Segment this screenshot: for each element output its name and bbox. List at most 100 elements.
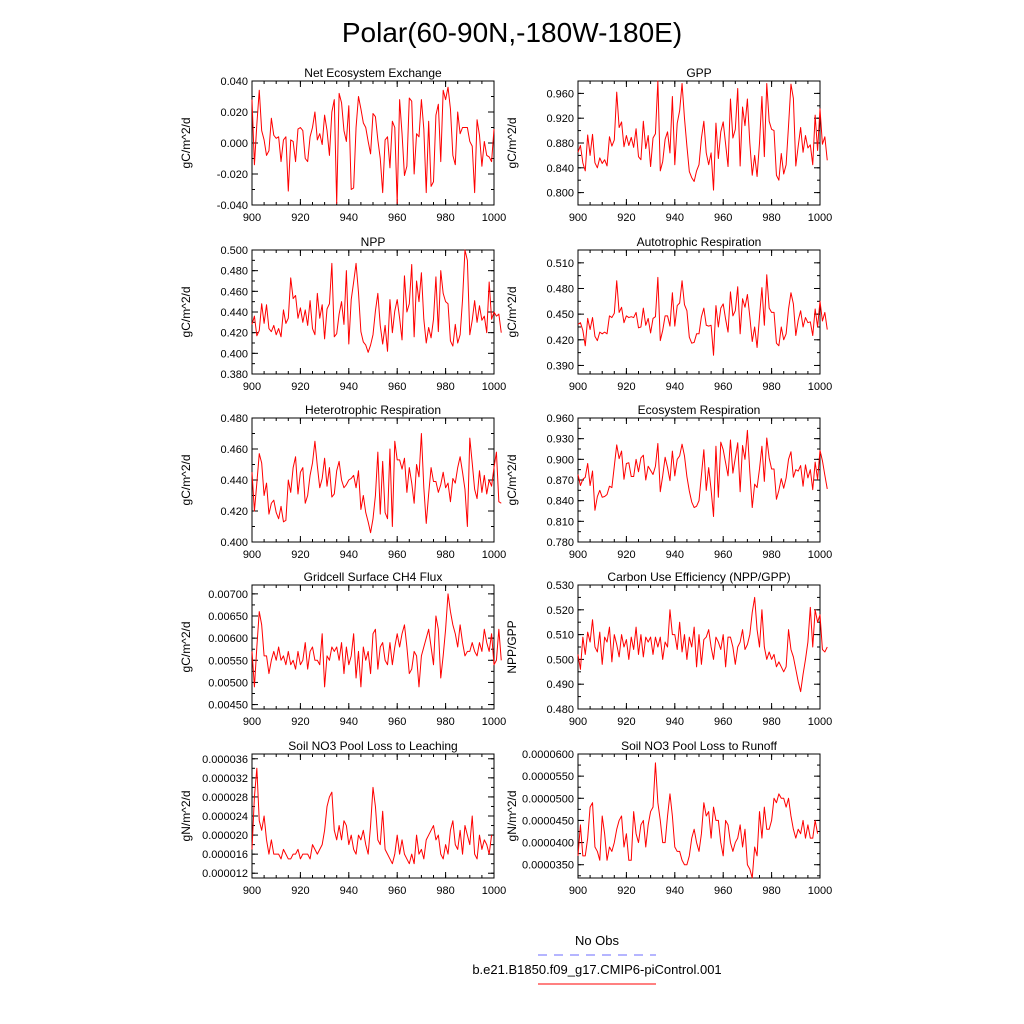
y-tick-label: 0.380 bbox=[220, 369, 248, 381]
y-tick-label: 0.000020 bbox=[202, 830, 248, 842]
series-line bbox=[577, 80, 828, 191]
x-tick-label: 920 bbox=[291, 381, 309, 393]
y-tick-label: 0.440 bbox=[220, 307, 248, 319]
y-tick-label: 0.00500 bbox=[208, 677, 248, 689]
y-tick-label: 0.460 bbox=[220, 286, 248, 298]
x-tick-label: 1000 bbox=[482, 381, 506, 393]
x-tick-label: 900 bbox=[569, 381, 587, 393]
x-tick-label: 1000 bbox=[808, 549, 832, 561]
y-tick-label: 0.480 bbox=[546, 283, 574, 295]
y-tick-label: 0.920 bbox=[546, 113, 574, 125]
panel-title: Autotrophic Respiration bbox=[637, 235, 762, 249]
x-tick-label: 920 bbox=[291, 212, 309, 224]
panel-title: Ecosystem Respiration bbox=[638, 403, 761, 417]
legend: No Obs b.e21.B1850.f09_g17.CMIP6-piContr… bbox=[472, 933, 722, 985]
x-tick-label: 900 bbox=[243, 549, 261, 561]
y-tick-label: 0.0000600 bbox=[522, 749, 574, 761]
x-tick-label: 900 bbox=[243, 381, 261, 393]
y-axis-label: gN/m^2/d bbox=[505, 791, 519, 842]
y-tick-label: 0.510 bbox=[546, 258, 574, 270]
x-tick-label: 920 bbox=[617, 716, 635, 728]
x-tick-label: 1000 bbox=[808, 885, 832, 897]
x-tick-label: 940 bbox=[340, 549, 358, 561]
panel-title: GPP bbox=[686, 66, 711, 80]
x-tick-label: 920 bbox=[291, 885, 309, 897]
x-tick-label: 980 bbox=[762, 716, 780, 728]
y-tick-label: 0.400 bbox=[220, 348, 248, 360]
x-tick-label: 960 bbox=[714, 549, 732, 561]
x-tick-label: 980 bbox=[436, 549, 454, 561]
series-line bbox=[251, 433, 502, 534]
x-tick-label: 900 bbox=[243, 716, 261, 728]
x-tick-label: 980 bbox=[762, 381, 780, 393]
x-tick-label: 900 bbox=[569, 885, 587, 897]
y-tick-label: 0.960 bbox=[546, 413, 574, 425]
x-tick-label: 960 bbox=[388, 381, 406, 393]
x-tick-label: 940 bbox=[340, 381, 358, 393]
x-tick-label: 960 bbox=[714, 716, 732, 728]
x-tick-label: 980 bbox=[436, 716, 454, 728]
y-tick-label: 0.780 bbox=[546, 537, 574, 549]
y-axis-label: gC/m^2/d bbox=[179, 622, 193, 673]
x-tick-label: 1000 bbox=[808, 212, 832, 224]
y-tick-label: 0.00700 bbox=[208, 589, 248, 601]
y-tick-label: 0.000028 bbox=[202, 792, 248, 804]
y-tick-label: 0.040 bbox=[220, 76, 248, 88]
series-line bbox=[577, 429, 828, 518]
y-tick-label: 0.00650 bbox=[208, 611, 248, 623]
x-tick-label: 960 bbox=[714, 885, 732, 897]
x-tick-label: 900 bbox=[569, 716, 587, 728]
y-tick-label: 0.0000550 bbox=[522, 771, 574, 783]
chart-panel: GPP gC/m^2/d 900 920 940 960 980 1000 0.800 0.840… bbox=[505, 66, 832, 224]
x-tick-label: 940 bbox=[666, 716, 684, 728]
y-tick-label: 0.0000450 bbox=[522, 815, 574, 827]
x-tick-label: 1000 bbox=[808, 381, 832, 393]
series-line bbox=[251, 593, 502, 688]
y-axis-label: gN/m^2/d bbox=[179, 791, 193, 842]
y-axis-label: gC/m^2/d bbox=[179, 287, 193, 338]
chart-panel: Net Ecosystem Exchange gC/m^2/d 900 920 940 9… bbox=[179, 66, 506, 224]
x-tick-label: 940 bbox=[666, 381, 684, 393]
y-tick-label: 0.00450 bbox=[208, 700, 248, 712]
y-tick-label: 0.500 bbox=[220, 245, 248, 257]
y-axis-label: NPP/GPP bbox=[505, 620, 519, 673]
panel-title: Soil NO3 Pool Loss to Leaching bbox=[288, 739, 457, 753]
y-tick-label: 0.840 bbox=[546, 496, 574, 508]
y-tick-label: 0.870 bbox=[546, 475, 574, 487]
y-tick-label: 0.420 bbox=[546, 335, 574, 347]
panel-title: Gridcell Surface CH4 Flux bbox=[304, 570, 443, 584]
y-tick-label: 0.480 bbox=[546, 704, 574, 716]
x-tick-label: 960 bbox=[714, 381, 732, 393]
x-tick-label: 980 bbox=[762, 212, 780, 224]
y-tick-label: 0.520 bbox=[546, 605, 574, 617]
series-line bbox=[577, 762, 819, 879]
x-tick-label: 940 bbox=[666, 212, 684, 224]
x-tick-label: 960 bbox=[388, 549, 406, 561]
y-tick-label: 0.020 bbox=[220, 107, 248, 119]
panel-title: Heterotrophic Respiration bbox=[305, 403, 441, 417]
y-axis-label: gC/m^2/d bbox=[179, 118, 193, 169]
y-axis-label: gC/m^2/d bbox=[505, 455, 519, 506]
x-tick-label: 1000 bbox=[808, 716, 832, 728]
y-tick-label: 0.400 bbox=[220, 537, 248, 549]
y-tick-label: 0.0000350 bbox=[522, 860, 574, 872]
x-tick-label: 1000 bbox=[482, 885, 506, 897]
y-tick-label: 0.840 bbox=[546, 163, 574, 175]
y-tick-label: 0.530 bbox=[546, 580, 574, 592]
x-tick-label: 980 bbox=[436, 885, 454, 897]
panel-title: Soil NO3 Pool Loss to Runoff bbox=[621, 739, 778, 753]
chart-panel: Soil NO3 Pool Loss to Runoff gN/m^2/d 900 9… bbox=[505, 739, 832, 897]
y-tick-label: 0.390 bbox=[546, 360, 574, 372]
x-tick-label: 940 bbox=[666, 549, 684, 561]
y-tick-label: 0.000012 bbox=[202, 868, 248, 880]
y-axis-label: gC/m^2/d bbox=[179, 455, 193, 506]
x-tick-label: 920 bbox=[617, 549, 635, 561]
y-tick-label: 0.000024 bbox=[202, 811, 248, 823]
x-tick-label: 1000 bbox=[482, 549, 506, 561]
y-tick-label: 0.500 bbox=[546, 654, 574, 666]
x-tick-label: 960 bbox=[388, 716, 406, 728]
x-tick-label: 920 bbox=[617, 885, 635, 897]
y-tick-label: 0.000016 bbox=[202, 849, 248, 861]
y-axis-label: gC/m^2/d bbox=[505, 287, 519, 338]
